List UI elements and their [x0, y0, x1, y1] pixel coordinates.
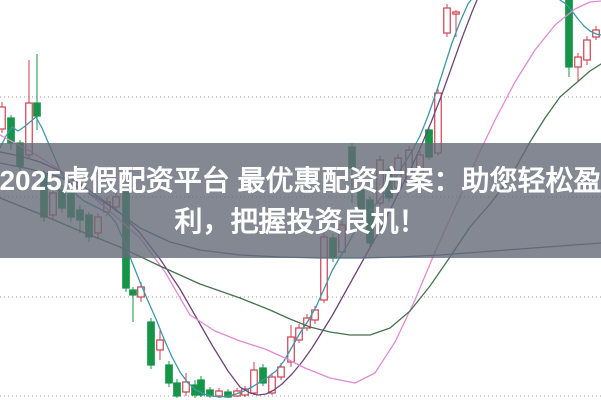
promo-text-line1: 2025虚假配资平台 最优惠配资方案：助您轻松盈 — [0, 164, 601, 196]
promo-banner: 2025虚假配资平台 最优惠配资方案：助您轻松盈 利，把握投资良机！ — [0, 143, 601, 258]
promo-text-line2: 利，把握投资良机！ — [174, 205, 427, 237]
